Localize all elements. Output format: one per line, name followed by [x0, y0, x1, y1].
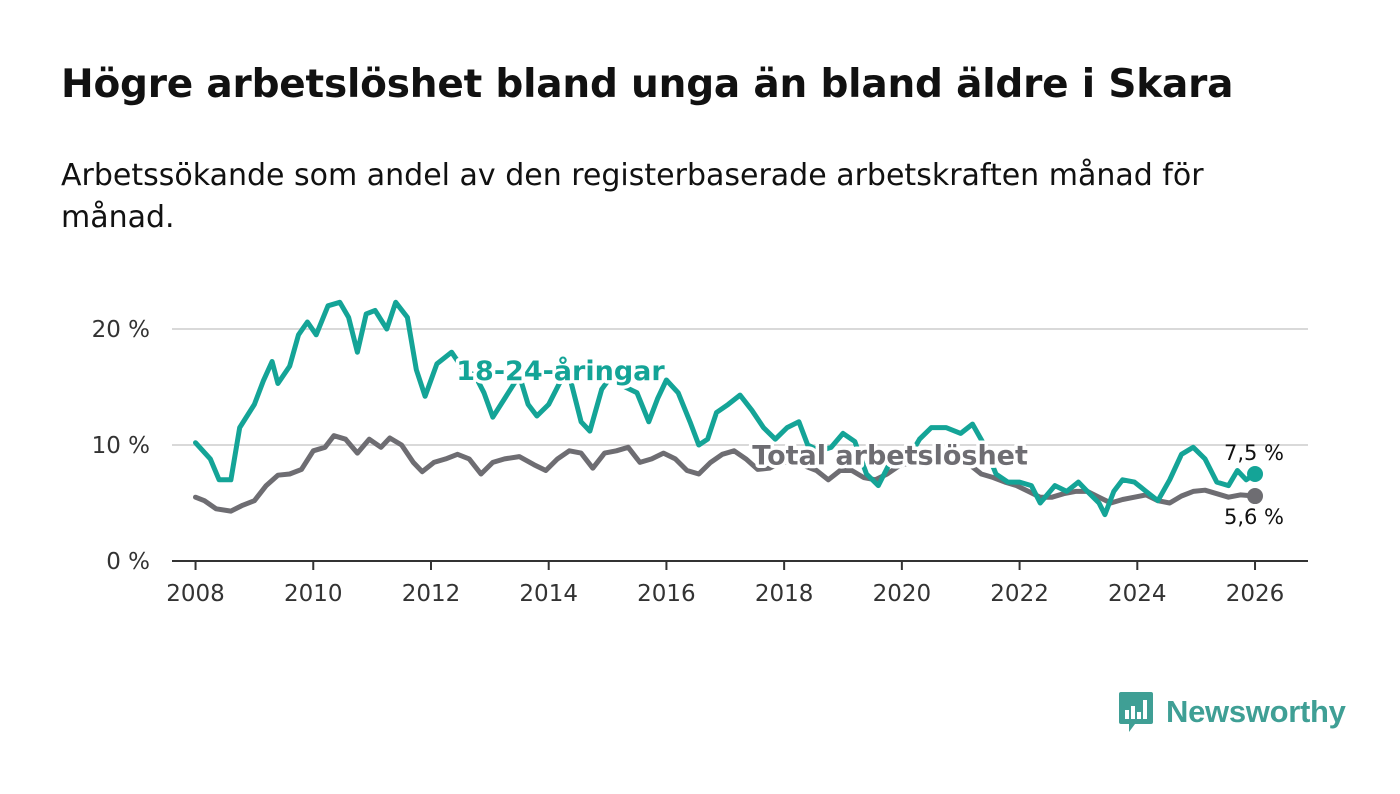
x-tick-label: 2008 [166, 581, 225, 607]
x-tick-label: 2012 [402, 581, 461, 607]
page-title: Högre arbetslöshet bland unga än bland ä… [61, 62, 1234, 107]
axis-layer: 0 % 10 % 20 % 2008 2010 2012 2014 2016 2018 2020 2… [92, 317, 1308, 607]
brand-logo: Newsworthy [1118, 690, 1346, 734]
brand-name: Newsworthy [1166, 694, 1346, 729]
y-tick-label: 10 % [92, 433, 150, 459]
y-tick-label: 20 % [92, 317, 150, 343]
end-value-label: 7,5 % [1224, 441, 1284, 465]
page-subtitle: Arbetssökande som andel av den registerb… [61, 158, 1204, 235]
x-tick-label: 2024 [1108, 581, 1167, 607]
x-tick-label: 2018 [755, 581, 814, 607]
newsworthy-logo-icon [1119, 692, 1153, 732]
series-layer [193, 299, 1264, 518]
y-tick-label: 0 % [106, 549, 150, 575]
series-line-total-arbetsl-shet [193, 433, 1258, 514]
label-layer: 18-24-åringar Total arbetslöshet 7,5 % 5,6 … [453, 352, 1284, 529]
x-tick-label: 2016 [637, 581, 696, 607]
series-end-point [1247, 488, 1264, 505]
x-tick-label: 2026 [1226, 581, 1285, 607]
series-line-18-24-ringar [193, 299, 1258, 518]
x-tick-label: 2022 [990, 581, 1049, 607]
x-tick-label: 2020 [873, 581, 932, 607]
series-label: 18-24-åringar [456, 355, 665, 387]
grid-layer [172, 328, 1308, 446]
end-value-label: 5,6 % [1224, 505, 1284, 529]
series-label: Total arbetslöshet [752, 441, 1028, 472]
x-tick-label: 2014 [519, 581, 578, 607]
series-end-point [1247, 466, 1264, 482]
x-tick-label: 2010 [284, 581, 343, 607]
